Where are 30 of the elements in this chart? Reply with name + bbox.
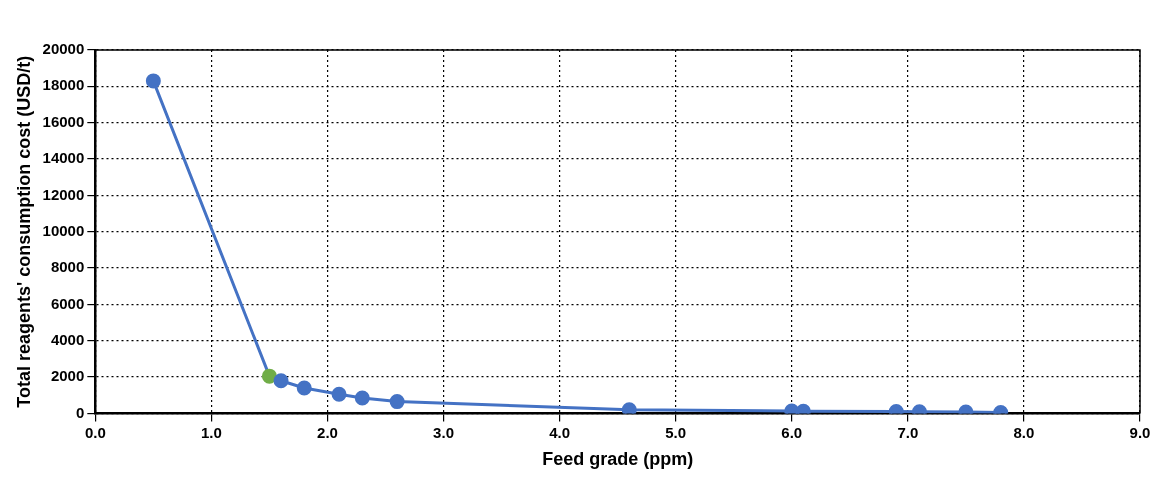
y-tick-label: 16000 [42, 112, 85, 130]
x-tick-label: 7.0 [897, 423, 919, 441]
x-tick-label: 1.0 [200, 423, 222, 441]
y-tick-label: 6000 [50, 294, 85, 312]
x-tick-label: 4.0 [549, 423, 571, 441]
point [273, 373, 289, 389]
point [296, 380, 312, 396]
point [261, 368, 277, 384]
y-tick-label: 4000 [50, 330, 85, 348]
y-tick-label: 2000 [50, 367, 85, 385]
point [354, 390, 370, 406]
x-tick-label: 5.0 [665, 423, 687, 441]
y-tick-label: 18000 [42, 76, 85, 94]
x-tick-label: 3.0 [433, 423, 454, 441]
x-tick-label: 9.0 [1129, 423, 1151, 441]
x-tick-label: 0.0 [84, 423, 106, 441]
point [621, 402, 637, 414]
x-tick-label: 2.0 [317, 423, 338, 441]
x-tick-label: 8.0 [1013, 423, 1035, 441]
y-axis-title: Total reagents' consumption cost (USD/t) [13, 55, 34, 408]
y-tick-label: 10000 [42, 221, 85, 239]
y-tick-label: 14000 [42, 149, 85, 167]
x-tick-label: 6.0 [781, 423, 803, 441]
x-axis-title: Feed grade (ppm) [542, 449, 694, 470]
y-tick-label: 12000 [42, 185, 85, 203]
y-tick-label: 20000 [42, 40, 85, 58]
point [145, 73, 161, 89]
y-tick-label: 8000 [50, 258, 85, 276]
point [331, 386, 347, 402]
y-tick-label: 0 [75, 403, 85, 421]
